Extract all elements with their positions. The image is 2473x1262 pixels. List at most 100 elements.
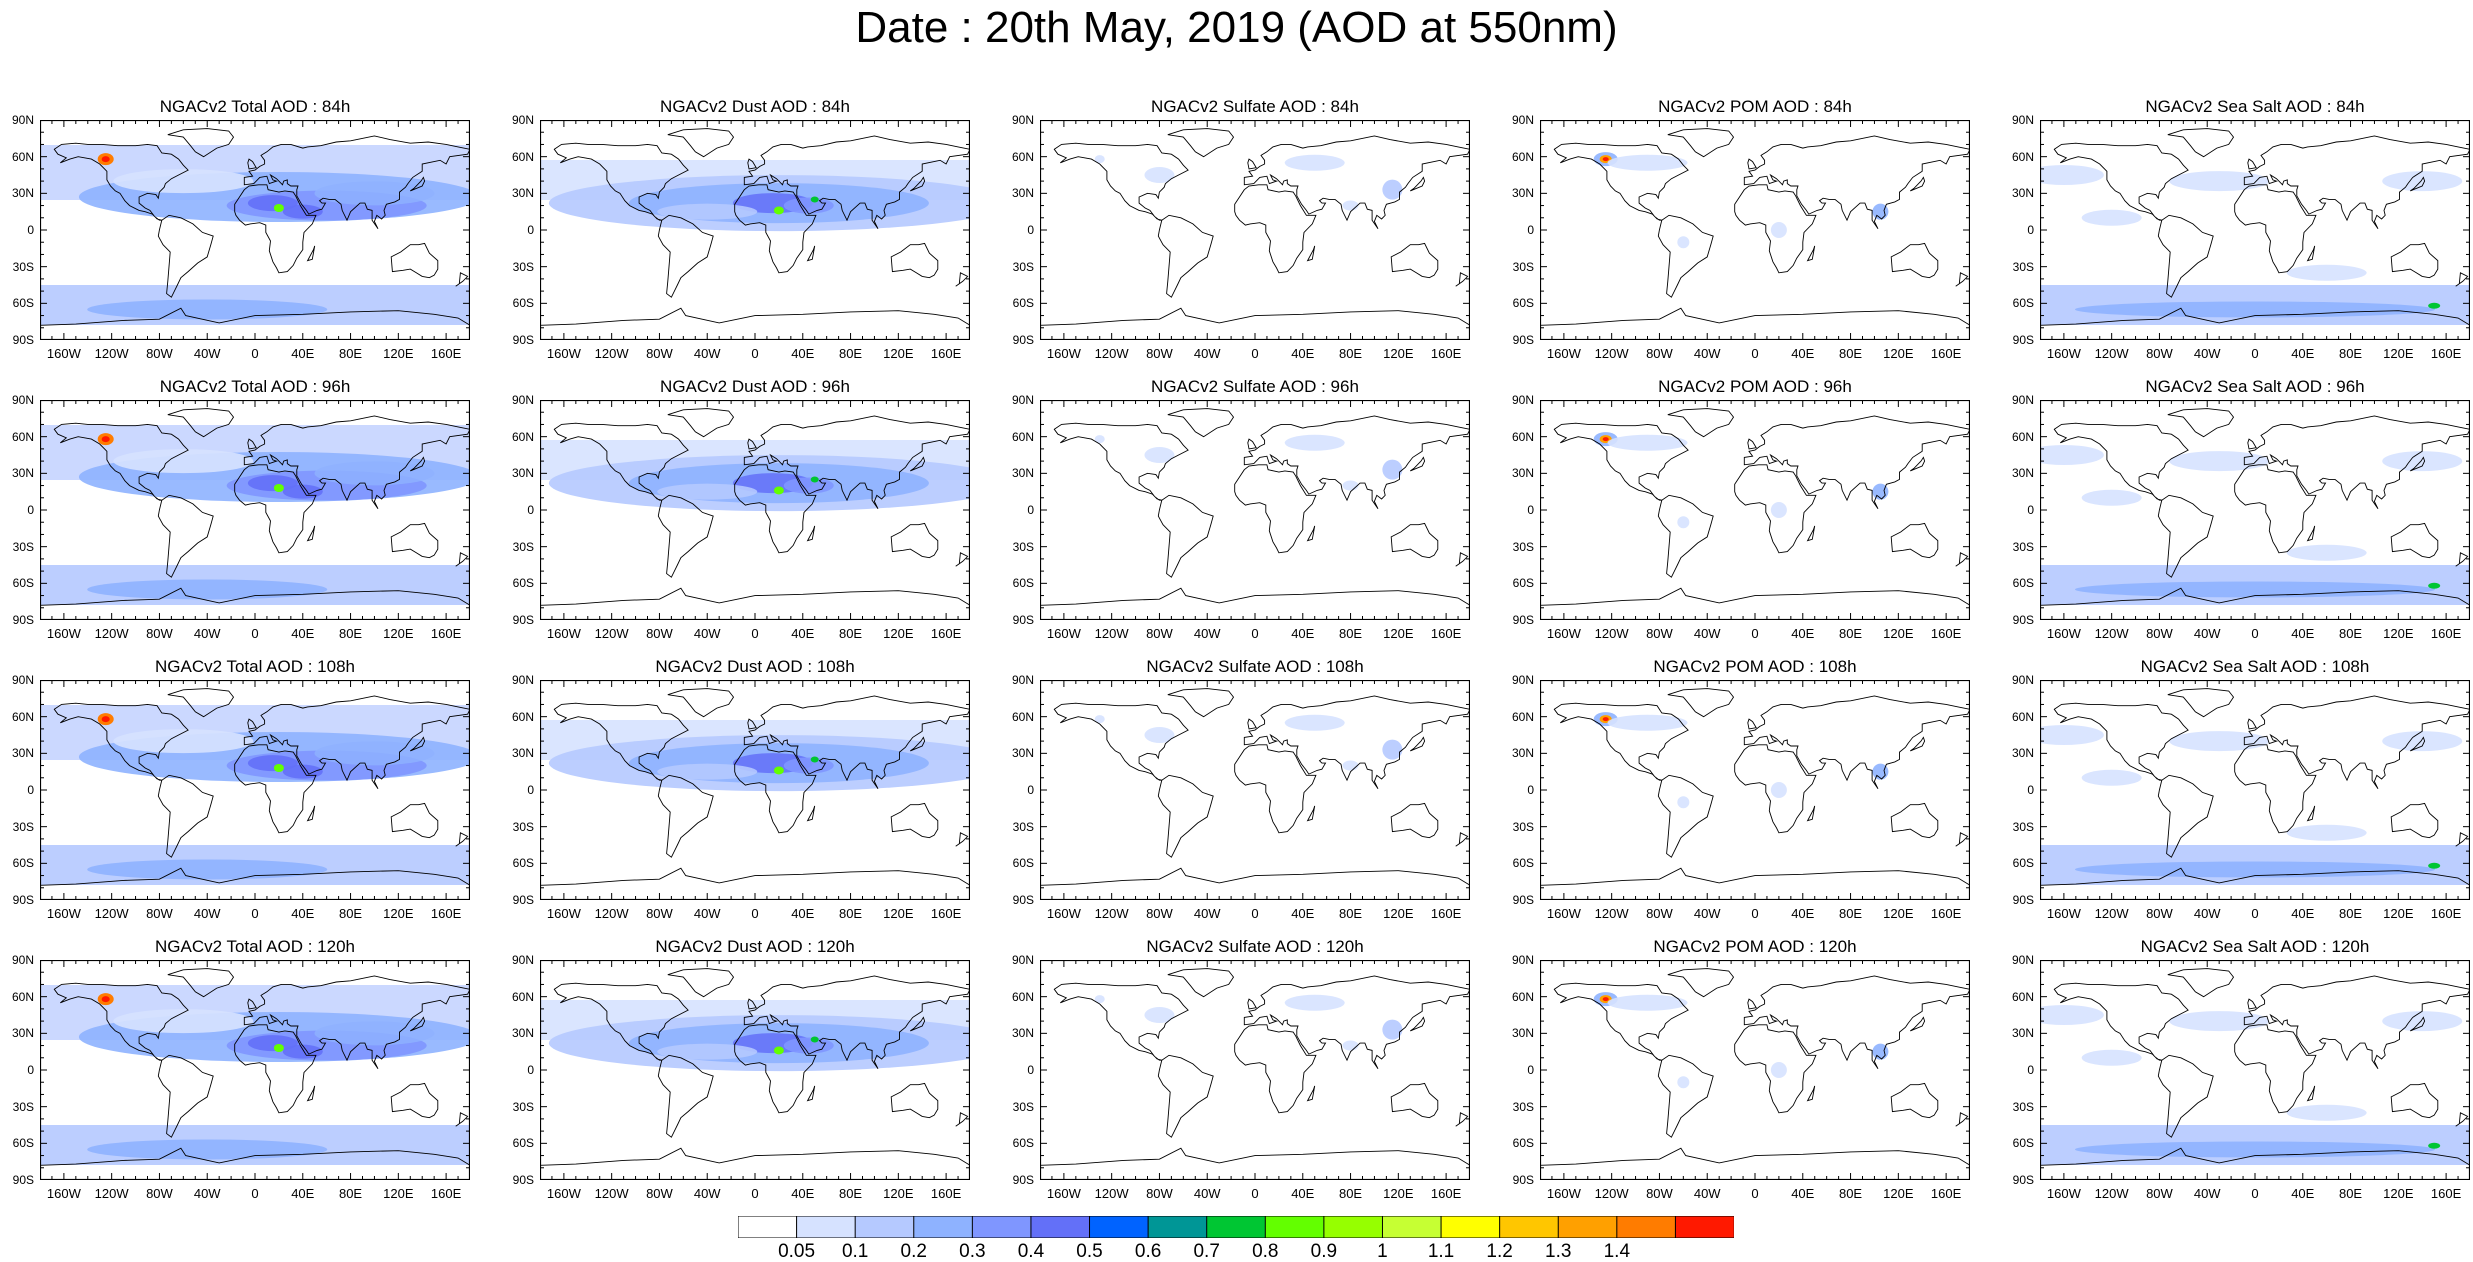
longitude-tick-label: 0 — [2251, 906, 2259, 921]
latitude-tick-label: 90N — [2011, 953, 2034, 967]
coastline-australia — [390, 802, 439, 839]
coastline-africa — [1234, 184, 1317, 274]
longitude-tick-label: 120E — [1383, 1186, 1414, 1201]
latitude-tick-label: 60S — [1512, 856, 1534, 871]
coastline-japan — [1910, 456, 1926, 472]
longitude-tick-label: 120E — [383, 1186, 414, 1201]
longitude-tick-label: 40W — [693, 626, 721, 641]
latitude-tick-label: 30N — [1511, 466, 1534, 481]
world-map — [1540, 120, 1970, 340]
latitude-tick-label: 60N — [11, 429, 34, 444]
coastline-africa — [1734, 1024, 1817, 1114]
latitude-tick-label: 0 — [1027, 1063, 1034, 1077]
latitude-tick-label: 30S — [2012, 259, 2034, 274]
longitude-tick-label: 160E — [430, 626, 462, 641]
coastline-madagascar — [306, 1085, 316, 1102]
latitude-tick-label: 60N — [11, 149, 34, 164]
latitude-tick-label: 0 — [27, 783, 34, 797]
coastline-japan — [410, 736, 426, 752]
longitude-tick-label: 0 — [1751, 626, 1759, 641]
longitude-tick-label: 160W — [46, 346, 81, 361]
coastline-southAmerica — [1157, 214, 1214, 298]
coastline-japan — [1910, 176, 1926, 192]
longitude-tick-label: 120W — [1594, 1186, 1629, 1201]
aod-shading — [40, 145, 470, 325]
coastline-madagascar — [1806, 525, 1816, 542]
longitude-tick-label: 80E — [1338, 1186, 1363, 1201]
coastline-newZealand — [1955, 832, 1969, 847]
latitude-tick-label: 30N — [1011, 746, 1034, 761]
latitude-tick-label: 30N — [11, 466, 34, 481]
coastline-newZealand — [455, 832, 469, 847]
coastline-greatBritain — [1247, 438, 1257, 450]
longitude-tick-label: 160E — [1930, 626, 1962, 641]
coastline-greatBritain — [1247, 158, 1257, 170]
latitude-tick-label: 30S — [1012, 1099, 1034, 1114]
latitude-tick-label: 90S — [1012, 333, 1034, 347]
latitude-tick-label: 0 — [2027, 1063, 2034, 1077]
coastline-newZealand — [1455, 272, 1469, 287]
longitude-tick-label: 40W — [1693, 1186, 1721, 1201]
longitude-tick-label: 0 — [1251, 906, 1259, 921]
longitude-tick-label: 80W — [2146, 626, 2173, 641]
latitude-tick-label: 60S — [1012, 1136, 1034, 1151]
world-map — [1040, 400, 1470, 620]
latitude-tick-label: 90N — [2011, 393, 2034, 407]
latitude-tick-label: 60S — [12, 296, 34, 311]
world-map — [540, 680, 970, 900]
latitude-tick-label: 0 — [27, 503, 34, 517]
coastline-southAmerica — [2157, 214, 2214, 298]
coastline-madagascar — [806, 1085, 816, 1102]
longitude-tick-label: 80E — [1838, 906, 1863, 921]
longitude-tick-label: 120W — [594, 1186, 629, 1201]
coastline-antarcticEdge — [2040, 867, 2470, 886]
latitude-tick-label: 60N — [1511, 709, 1534, 724]
coastline-africa — [1234, 744, 1317, 834]
coastline-japan — [1410, 736, 1426, 752]
longitude-tick-label: 40E — [2291, 346, 2315, 361]
longitude-tick-label: 80E — [1838, 626, 1863, 641]
latitude-tick-label: 60N — [1511, 989, 1534, 1004]
latitude-tick-label: 30S — [12, 539, 34, 554]
coastline-madagascar — [1306, 245, 1316, 262]
latitude-tick-label: 60S — [1012, 576, 1034, 591]
coastline-greatBritain — [1247, 718, 1257, 730]
longitude-tick-label: 120W — [1594, 906, 1629, 921]
coastline-eurasia — [243, 695, 470, 790]
coastline-greatBritain — [1747, 158, 1757, 170]
longitude-tick-label: 120E — [1883, 906, 1914, 921]
longitude-tick-label: 160W — [1546, 906, 1581, 921]
longitude-tick-label: 80W — [1646, 346, 1673, 361]
longitude-tick-label: 160E — [1430, 346, 1462, 361]
map-panel: NGACv2 POM AOD : 84h 90N 60N 30N 0 30S 60S 90S 1… — [1512, 97, 1970, 361]
longitude-tick-label: 80W — [1146, 346, 1173, 361]
latitude-tick-label: 60N — [1011, 989, 1034, 1004]
longitude-tick-label: 80W — [146, 906, 173, 921]
latitude-tick-label: 30N — [11, 186, 34, 201]
latitude-tick-label: 60S — [1012, 296, 1034, 311]
coastline-madagascar — [1806, 805, 1816, 822]
aod-shading — [40, 705, 470, 885]
coastline-southAmerica — [1157, 774, 1214, 858]
longitude-tick-label: 40E — [1291, 906, 1315, 921]
aod-shading — [2040, 445, 2470, 605]
coastline-australia — [2390, 1082, 2439, 1119]
panel-title: NGACv2 Dust AOD : 108h — [655, 657, 855, 676]
colorbar-swatch — [913, 1216, 974, 1238]
latitude-tick-label: 90S — [1512, 333, 1534, 347]
map-panel: NGACv2 Sea Salt AOD : 96h 90N 60N 30N 0 30S 60… — [2012, 377, 2470, 641]
colorbar-swatch — [1381, 1216, 1442, 1238]
colorbar-tick-label: 0.8 — [1252, 1241, 1279, 1262]
latitude-tick-label: 0 — [527, 223, 534, 237]
coastline-antarcticEdge — [1540, 1147, 1970, 1166]
latitude-tick-label: 60N — [511, 429, 534, 444]
latitude-tick-label: 90S — [1512, 1173, 1534, 1187]
colorbar-swatch — [1264, 1216, 1325, 1238]
longitude-tick-label: 120W — [1094, 626, 1129, 641]
coastline-greenland — [2167, 688, 2235, 718]
coastline-greatBritain — [2247, 438, 2257, 450]
longitude-tick-label: 40E — [291, 626, 315, 641]
coastline-newZealand — [455, 272, 469, 287]
longitude-tick-label: 0 — [751, 906, 759, 921]
latitude-tick-label: 90S — [512, 613, 534, 627]
